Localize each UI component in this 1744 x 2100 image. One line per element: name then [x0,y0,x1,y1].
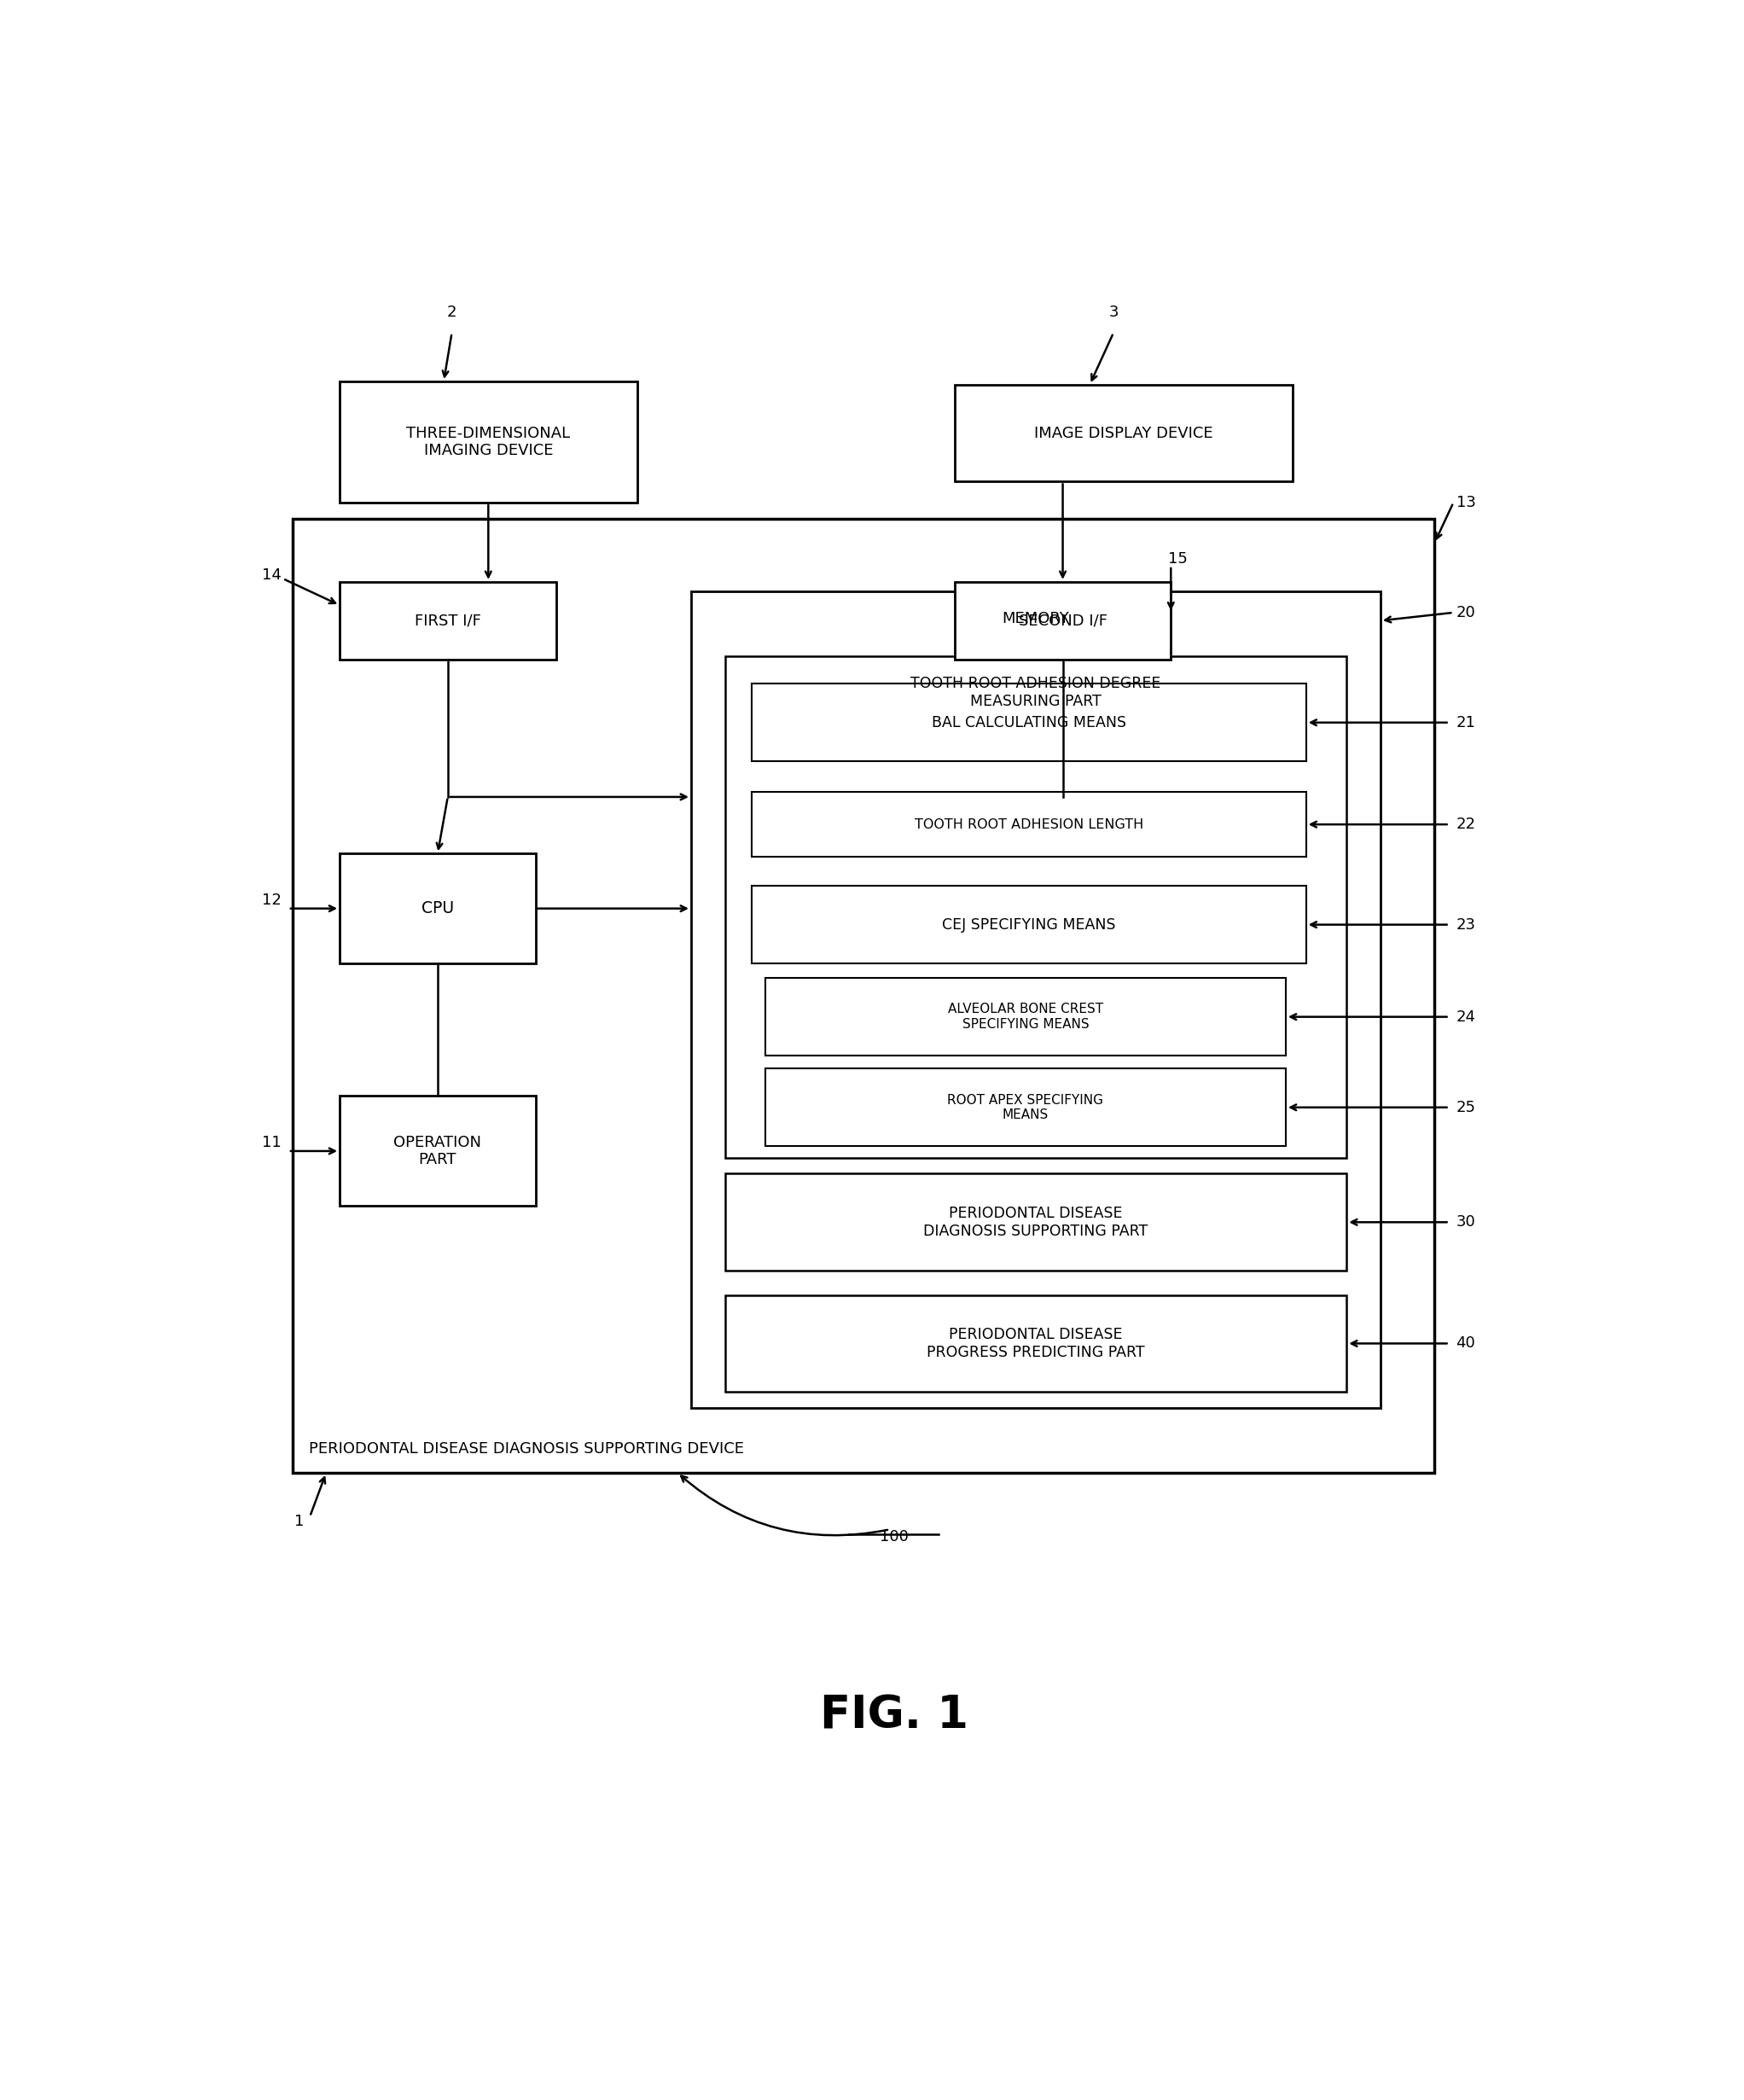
Text: TOOTH ROOT ADHESION LENGTH: TOOTH ROOT ADHESION LENGTH [914,819,1144,832]
Text: PERIODONTAL DISEASE DIAGNOSIS SUPPORTING DEVICE: PERIODONTAL DISEASE DIAGNOSIS SUPPORTING… [309,1441,743,1457]
Bar [340,382,637,502]
Bar [340,853,535,964]
Text: TOOTH ROOT ADHESION DEGREE
MEASURING PART: TOOTH ROOT ADHESION DEGREE MEASURING PAR… [910,676,1162,710]
Text: 11: 11 [262,1136,283,1151]
Text: 12: 12 [262,892,283,907]
Text: ROOT APEX SPECIFYING
MEANS: ROOT APEX SPECIFYING MEANS [947,1094,1104,1121]
Text: PERIODONTAL DISEASE
PROGRESS PREDICTING PART: PERIODONTAL DISEASE PROGRESS PREDICTING … [926,1327,1144,1361]
Bar [726,1174,1346,1270]
Text: BAL CALCULATING MEANS: BAL CALCULATING MEANS [931,714,1127,731]
Bar [340,1096,535,1205]
Text: 3: 3 [1109,304,1118,319]
Text: CPU: CPU [422,901,453,916]
Bar [954,582,1170,659]
Text: FIG. 1: FIG. 1 [820,1693,968,1737]
Text: 23: 23 [1456,918,1475,932]
Bar [293,519,1435,1472]
Text: CEJ SPECIFYING MEANS: CEJ SPECIFYING MEANS [942,918,1116,932]
Text: 13: 13 [1456,496,1475,510]
Text: 22: 22 [1456,817,1475,832]
Text: 30: 30 [1456,1214,1475,1231]
Bar [340,582,556,659]
Text: 1: 1 [295,1514,303,1529]
Bar [726,657,1346,1157]
Text: 40: 40 [1456,1336,1475,1350]
Bar [726,1296,1346,1392]
Text: 15: 15 [1168,552,1188,567]
Text: FIRST I/F: FIRST I/F [415,613,481,628]
Text: MEMORY: MEMORY [1003,611,1069,626]
Text: 21: 21 [1456,714,1475,731]
Bar [752,886,1306,964]
Text: 100: 100 [879,1529,909,1546]
Bar [691,592,1381,1409]
Text: IMAGE DISPLAY DEVICE: IMAGE DISPLAY DEVICE [1034,426,1214,441]
Text: SECOND I/F: SECOND I/F [1018,613,1107,628]
Text: PERIODONTAL DISEASE
DIAGNOSIS SUPPORTING PART: PERIODONTAL DISEASE DIAGNOSIS SUPPORTING… [923,1205,1148,1239]
Text: 2: 2 [446,304,457,319]
Text: THREE-DIMENSIONAL
IMAGING DEVICE: THREE-DIMENSIONAL IMAGING DEVICE [406,426,570,458]
Text: OPERATION
PART: OPERATION PART [394,1134,481,1168]
FancyArrowPatch shape [682,1476,888,1535]
Text: 14: 14 [262,567,283,584]
Bar [954,384,1292,481]
Text: 24: 24 [1456,1010,1475,1025]
Bar [766,1069,1285,1147]
Bar [752,685,1306,762]
Bar [766,979,1285,1056]
Bar [752,792,1306,857]
Text: ALVEOLAR BONE CREST
SPECIFYING MEANS: ALVEOLAR BONE CREST SPECIFYING MEANS [949,1004,1104,1031]
Text: 20: 20 [1456,605,1475,619]
Text: 25: 25 [1456,1100,1475,1115]
